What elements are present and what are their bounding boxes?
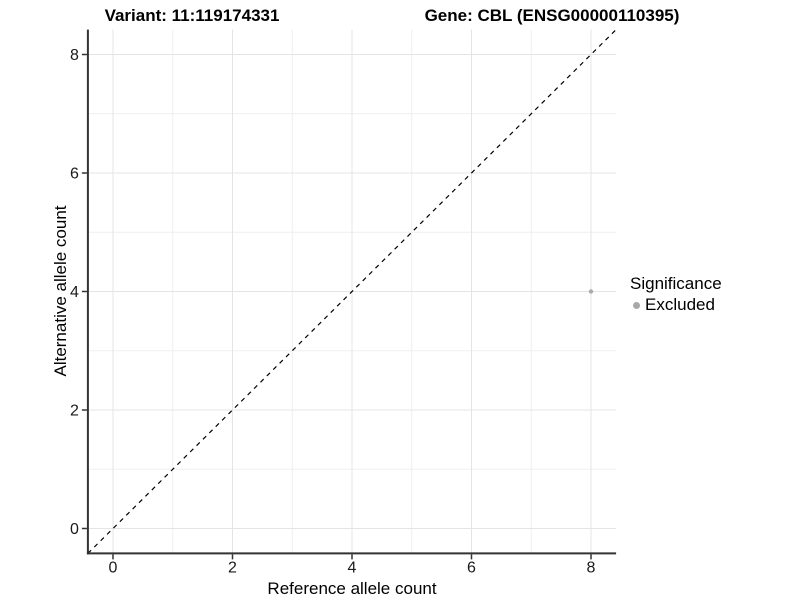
legend-title: Significance	[630, 274, 722, 293]
plot-title-variant: Variant: 11:119174331	[104, 6, 280, 25]
plot-title-gene: Gene: CBL (ENSG00000110395)	[424, 6, 680, 25]
x-tick-label: 2	[228, 559, 237, 576]
legend-item-label: Excluded	[645, 295, 715, 314]
legend: Significance Excluded	[630, 274, 722, 315]
x-tick-label: 8	[587, 559, 596, 576]
excluded-point-icon	[633, 301, 640, 309]
y-tick-label: 6	[70, 166, 79, 183]
x-tick-label: 6	[467, 559, 476, 576]
x-tick-label: 4	[348, 559, 357, 576]
y-tick-label: 4	[70, 284, 79, 301]
x-axis-title: Reference allele count	[267, 579, 437, 598]
data-point	[588, 289, 594, 294]
x-tick-label: 0	[109, 559, 118, 576]
y-tick-label: 8	[70, 47, 79, 64]
y-tick-label: 2	[70, 403, 79, 420]
y-tick-label: 0	[70, 521, 79, 538]
legend-item-excluded: Excluded	[630, 295, 722, 315]
identity-dashed-line	[87, 29, 617, 554]
